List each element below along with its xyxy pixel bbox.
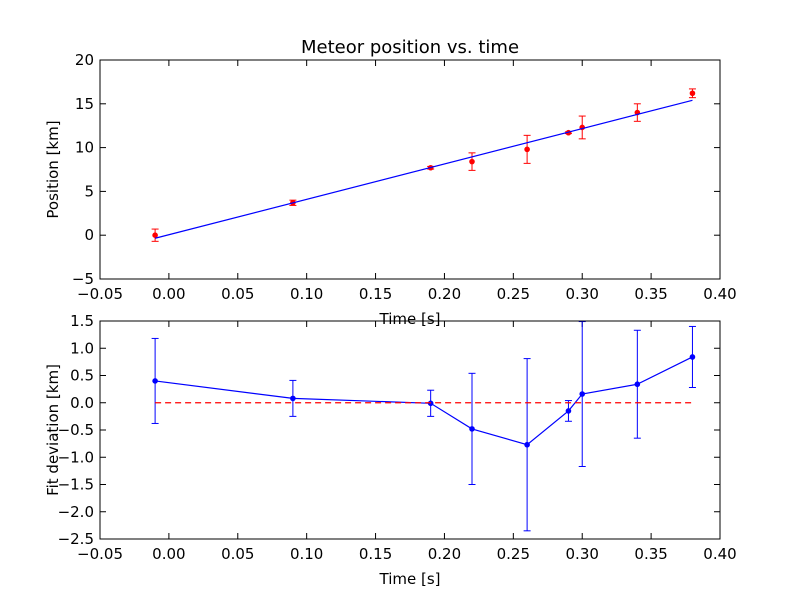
y-tick-label: −2.0 [58,503,94,521]
data-point [290,395,296,402]
x-tick-label: 0.20 [428,285,461,303]
data-point [689,354,696,360]
x-tick-label: −0.05 [77,545,123,563]
x-tick-label: 0.15 [359,285,392,303]
y-tick-label: 10 [75,139,94,157]
x-tick-label: 0.05 [221,545,254,563]
y-axis-label: Position [km] [44,120,62,218]
plot-area [151,88,696,242]
x-tick-label: 0.10 [290,545,323,563]
x-tick-label: 0.25 [497,545,530,563]
x-tick-label: 0.35 [634,545,667,563]
x-tick-label: −0.05 [77,285,123,303]
deviation-chart: −0.05 0.00 0.05 0.10 0.15 0.20 0.25 0.30 0.35 0.4… [44,312,737,588]
series-line [154,99,693,239]
x-tick-label: 0.40 [703,545,736,563]
y-axis-label: Fit deviation [km] [44,364,62,496]
data-point [524,146,530,153]
axes-frame [99,320,721,540]
x-tick-label: 0.00 [152,285,185,303]
data-point [689,90,696,97]
x-tick-label: 0.15 [359,545,392,563]
data-point [152,378,158,384]
x-tick-label: 0.05 [221,285,254,303]
x-tick-label: 0.30 [566,285,599,303]
x-tick-label: 0.10 [290,285,323,303]
y-tick-label: −0.5 [58,421,94,439]
x-tick-label: 0.20 [428,545,461,563]
x-tick-label: 0.30 [566,545,599,563]
y-tick-label: −1.0 [58,448,94,466]
data-point [565,408,572,414]
position-chart: −0.05 0.00 0.05 0.10 0.15 0.20 0.25 0.30 0.35 0.4… [44,51,737,328]
data-point [634,381,641,388]
x-axis-label: Time [s] [379,570,441,588]
y-tick-label: 0.5 [70,367,94,385]
data-point [469,158,475,165]
x-tick-label: 0.25 [497,285,530,303]
y-tick-label: −1.5 [58,476,94,494]
plot-area [151,321,696,532]
y-tick-label: 0.0 [70,394,94,412]
x-axis-label: Time [s] [379,310,441,328]
axes-frame [99,59,721,280]
y-tick-label: 5 [84,182,94,200]
x-tick-label: 0.35 [634,285,667,303]
x-tick-label: 0.00 [152,545,185,563]
y-tick-label: 20 [75,51,94,69]
y-tick-label: −2.5 [58,530,94,548]
top-chart-title: Meteor position vs. time [301,37,519,58]
y-tick-label: −5 [72,270,94,288]
x-tick-label: 0.40 [703,285,736,303]
y-tick-label: 1.0 [70,339,94,357]
y-tick-label: 0 [84,226,94,244]
data-point [152,232,158,238]
data-point [469,426,475,432]
data-point [524,441,530,448]
y-tick-label: 1.5 [70,312,94,330]
y-tick-label: 15 [75,95,94,113]
data-point [579,391,586,397]
